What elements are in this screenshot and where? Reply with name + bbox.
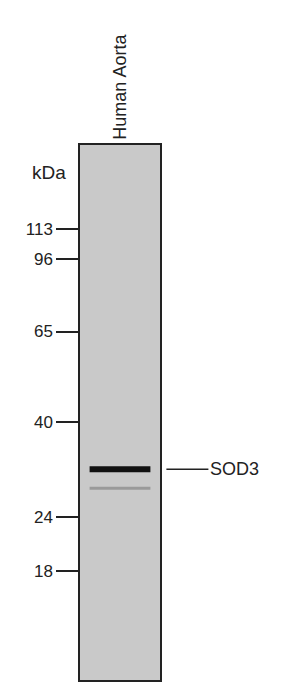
svg-text:96: 96: [34, 250, 53, 269]
svg-text:SOD3: SOD3: [210, 459, 259, 479]
svg-text:kDa: kDa: [32, 162, 66, 183]
svg-text:113: 113: [26, 220, 53, 239]
svg-text:24: 24: [34, 508, 53, 527]
svg-text:65: 65: [34, 322, 53, 341]
svg-text:18: 18: [34, 562, 53, 581]
svg-text:Human Aorta: Human Aorta: [110, 34, 130, 140]
svg-text:40: 40: [34, 413, 53, 432]
